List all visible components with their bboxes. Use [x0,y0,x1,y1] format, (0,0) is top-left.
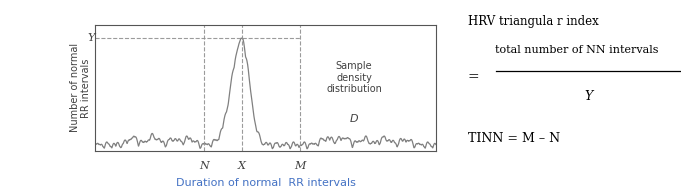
Text: Y: Y [584,90,592,103]
Text: Duration of normal  RR intervals: Duration of normal RR intervals [176,178,355,188]
Text: Y: Y [87,34,95,43]
Text: Sample
density
distribution: Sample density distribution [326,61,382,94]
Text: total number of NN intervals: total number of NN intervals [495,45,659,55]
Text: D: D [350,114,358,124]
Text: N: N [200,161,209,171]
Text: =: = [468,70,479,84]
Text: TINN = M – N: TINN = M – N [468,132,560,146]
Text: M: M [294,161,305,171]
Text: X: X [238,161,246,171]
Y-axis label: Number of normal
RR intervals: Number of normal RR intervals [69,43,91,132]
Text: HRV triangula r index: HRV triangula r index [468,15,599,28]
